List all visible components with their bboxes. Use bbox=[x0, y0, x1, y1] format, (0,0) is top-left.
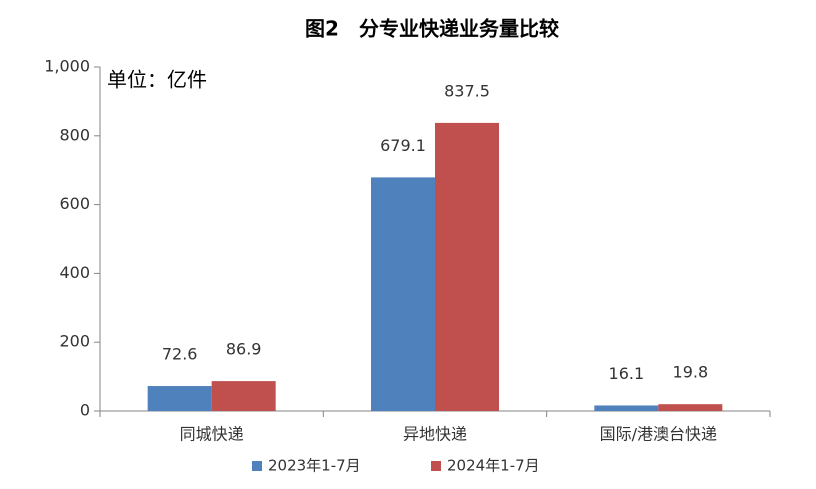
chart-title: 图2 分专业快递业务量比较 bbox=[305, 17, 559, 41]
value-label: 86.9 bbox=[226, 340, 262, 359]
y-tick-label: 800 bbox=[59, 125, 90, 144]
legend-label: 2023年1-7月 bbox=[268, 457, 361, 475]
x-tick-label: 异地快递 bbox=[403, 425, 467, 444]
legend-swatch bbox=[252, 461, 262, 471]
value-label: 16.1 bbox=[609, 364, 645, 383]
bar bbox=[435, 122, 499, 412]
bar bbox=[594, 405, 659, 411]
value-label: 837.5 bbox=[444, 81, 490, 100]
y-tick-label: 200 bbox=[59, 332, 90, 351]
y-tick-label: 1,000 bbox=[44, 57, 90, 76]
bar bbox=[658, 404, 723, 411]
bar bbox=[211, 381, 276, 411]
value-label: 679.1 bbox=[380, 136, 426, 155]
bar bbox=[147, 386, 212, 411]
bar bbox=[371, 177, 435, 411]
legend-swatch bbox=[431, 461, 441, 471]
y-tick-label: 400 bbox=[59, 263, 90, 282]
y-tick-label: 0 bbox=[80, 401, 90, 420]
unit-annotation: 单位：亿件 bbox=[107, 68, 207, 92]
value-label: 72.6 bbox=[162, 345, 198, 364]
y-tick-label: 600 bbox=[59, 194, 90, 213]
x-tick-label: 同城快递 bbox=[180, 425, 244, 444]
legend-label: 2024年1-7月 bbox=[447, 457, 540, 475]
x-tick-label: 国际/港澳台快递 bbox=[600, 425, 717, 444]
value-label: 19.8 bbox=[673, 363, 709, 382]
